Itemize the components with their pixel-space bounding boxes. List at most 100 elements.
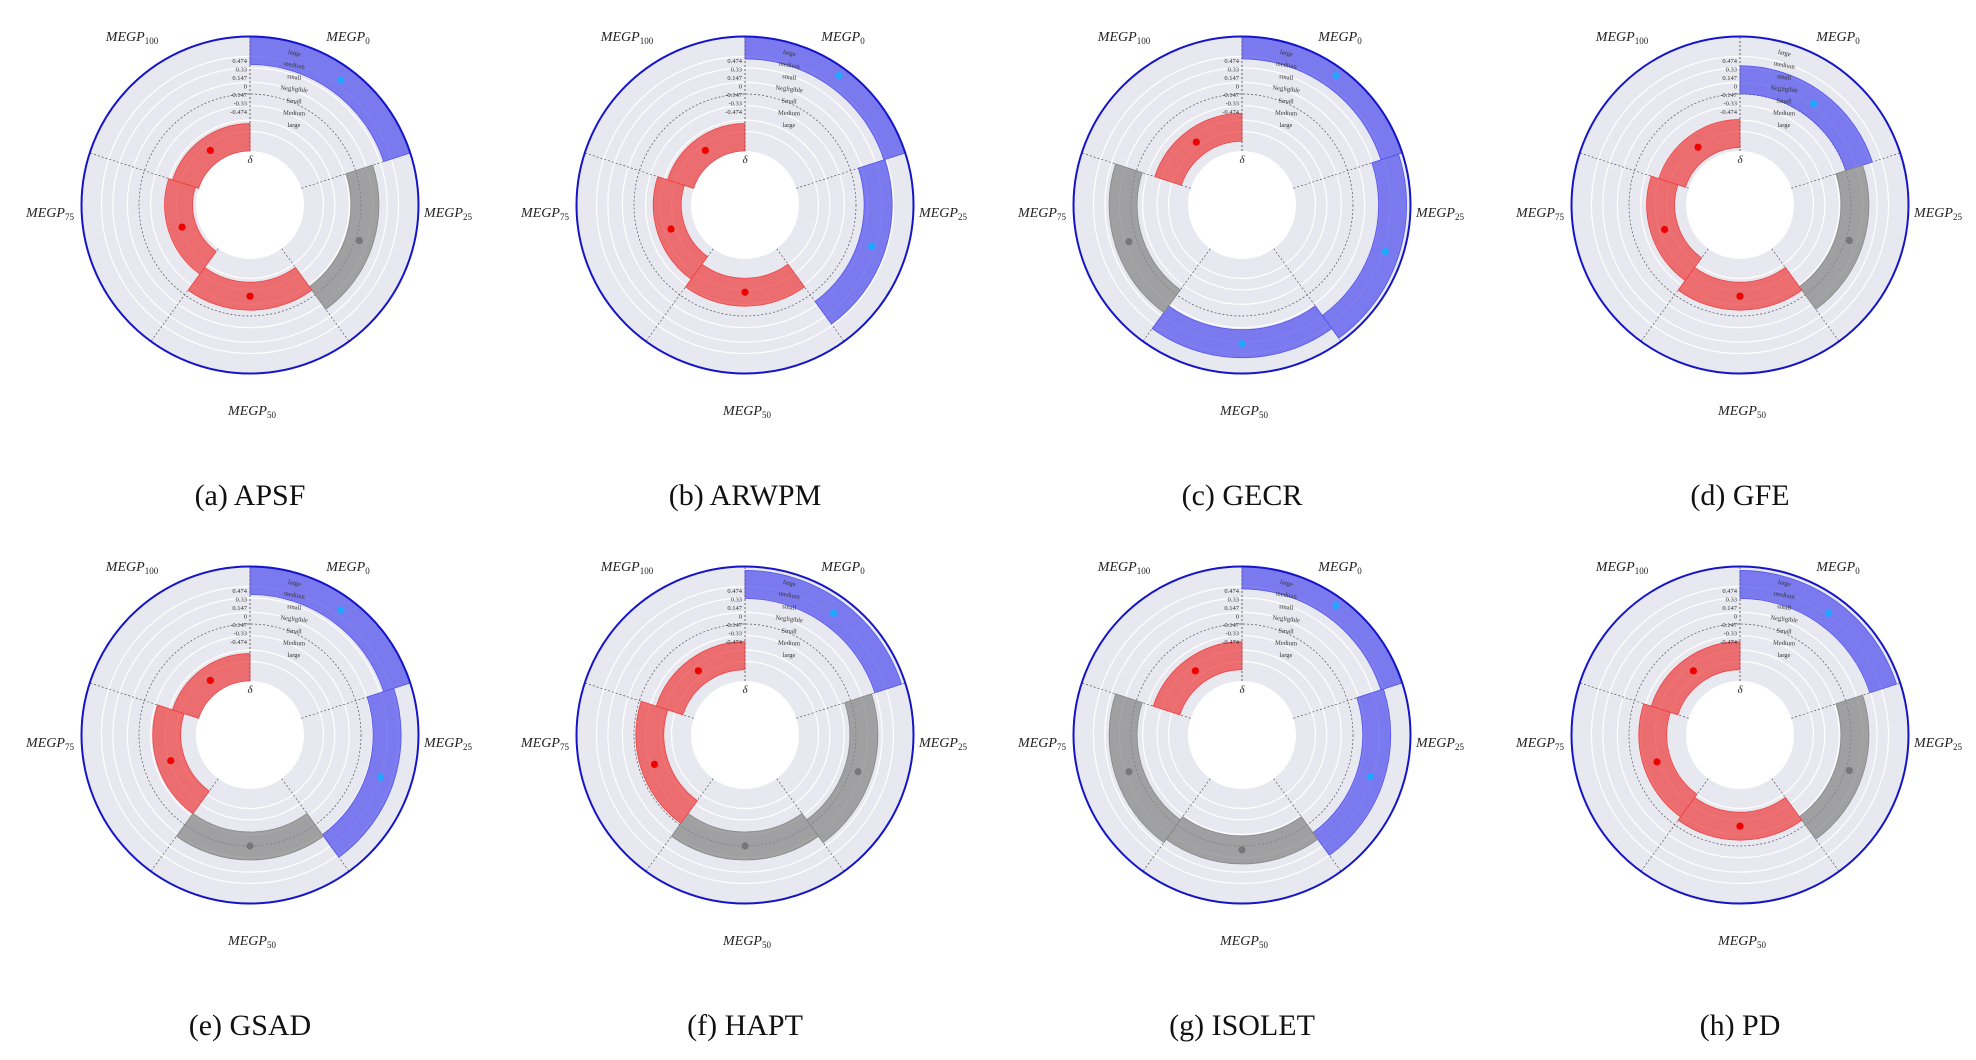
axis-label-100: MEGP100 [1097,560,1151,576]
radial-tick-label: -0.147 [230,622,248,629]
radial-tick-label: -0.474 [1222,109,1240,116]
chart-outline [1072,565,1412,905]
sector-bar-75 [1108,163,1181,314]
axis-label-25: MEGP25 [918,736,967,752]
magnitude-label: large [782,49,796,59]
magnitude-label: Negligible [1770,615,1798,625]
radial-tick-label: 0.474 [727,58,742,65]
axis-label-0: MEGP0 [325,30,370,46]
radial-tick-label: -0.33 [728,631,742,638]
magnitude-label: Negligible [775,85,803,95]
radial-chart-6: 0.4740.330.1470-0.147-0.33-0.474largemed… [1017,560,1464,1042]
grid-circle [1590,55,1890,355]
axis-label-50: MEGP50 [722,934,771,950]
sector-bar-75 [152,704,210,815]
radial-tick-label: -0.33 [1225,631,1239,638]
magnitude-label: small [1279,73,1294,82]
radial-tick-label: 0 [244,614,247,621]
axis-label-50: MEGP50 [1219,404,1268,420]
grid-circle [112,67,388,343]
sector-bar-100 [1152,641,1243,716]
sector-point-50 [1736,822,1744,830]
magnitude-label: Negligible [1770,85,1798,95]
sector-divider [796,152,905,189]
radial-tick-label: 0.33 [731,67,742,74]
axis-label-0: MEGP0 [1815,30,1860,46]
radial-tick-label: 0.474 [1224,58,1239,65]
sector-bar-25 [806,693,879,844]
sector-bar-0 [1739,570,1898,694]
sector-bar-75 [1108,693,1181,844]
sector-point-0 [835,71,843,80]
magnitude-label: large [782,579,796,589]
radial-tick-label: 0.147 [232,75,247,82]
sector-bar-75 [652,176,709,280]
magnitude-label: large [287,49,301,59]
radial-tick-label: 0 [1734,84,1737,91]
sector-point-50 [246,292,254,300]
axis-label-25: MEGP25 [1913,206,1962,222]
axis-label-100: MEGP100 [1595,30,1649,46]
magnitude-label: small [287,603,302,612]
axis-label-50: MEGP50 [1717,404,1766,420]
radial-tick-label: -0.474 [725,109,743,116]
magnitude-label: large [1279,49,1293,59]
sector-point-0 [1824,609,1833,617]
delta-symbol: δ [1737,154,1743,166]
sector-point-100 [1192,138,1200,146]
magnitude-label: Small [1776,627,1792,635]
sector-divider [585,152,694,189]
sector-point-75 [178,223,186,231]
sector-point-25 [355,236,363,245]
sector-bar-50 [1677,266,1803,311]
radial-tick-label: -0.33 [233,101,247,108]
radial-chart-1: 0.4740.330.1470-0.147-0.33-0.474largemed… [520,30,967,512]
magnitude-label: Medium [1275,110,1297,118]
axis-label-25: MEGP25 [423,206,472,222]
sector-divider [585,682,694,719]
axis-label-25: MEGP25 [1913,736,1962,752]
sector-bar-50 [175,812,325,861]
magnitude-label: small [1279,603,1294,612]
axis-label-50: MEGP50 [227,934,276,950]
subfigure-caption: (e) GSAD [189,1009,311,1042]
magnitude-label: large [1280,122,1293,129]
sector-bar-50 [1677,796,1803,841]
magnitude-label: large [1280,652,1293,659]
sector-point-100 [701,146,709,155]
magnitude-label: large [1279,579,1293,589]
chart-outline [1570,35,1910,375]
delta-symbol: δ [742,154,748,166]
axis-label-75: MEGP75 [1515,206,1564,222]
axis-label-100: MEGP100 [600,560,654,576]
radial-tick-label: 0.33 [731,597,742,604]
sector-divider [1273,248,1341,342]
subfigure-caption: (f) HAPT [687,1009,803,1042]
sector-point-100 [206,146,214,155]
sector-point-100 [1694,143,1702,151]
chart-background [81,567,418,903]
sector-point-25 [1366,773,1374,781]
radial-tick-label: 0.474 [1224,588,1239,595]
radial-tick-label: 0.474 [727,588,742,595]
sector-point-0 [1332,71,1340,80]
sector-bar-0 [744,570,903,694]
magnitude-label: medium [1275,60,1297,71]
subfigure-caption: (h) PD [1700,1009,1781,1042]
axis-label-50: MEGP50 [722,404,771,420]
radial-tick-label: 0 [739,614,742,621]
radial-chart-3: 0.4740.330.1470-0.147-0.33-0.474largemed… [1515,30,1962,512]
axis-label-75: MEGP75 [25,206,74,222]
magnitude-label: Small [1776,97,1792,105]
radial-tick-label: -0.147 [1222,92,1240,99]
sector-divider [301,682,410,719]
sector-point-25 [1845,766,1853,775]
sector-divider [1641,778,1709,872]
axis-label-0: MEGP0 [1815,560,1860,576]
radial-tick-label: 0.474 [232,588,247,595]
sector-divider [1293,152,1402,189]
axis-label-100: MEGP100 [1097,30,1151,46]
axis-label-0: MEGP0 [1317,560,1362,576]
sector-point-75 [1125,768,1133,776]
sector-point-50 [246,842,254,850]
